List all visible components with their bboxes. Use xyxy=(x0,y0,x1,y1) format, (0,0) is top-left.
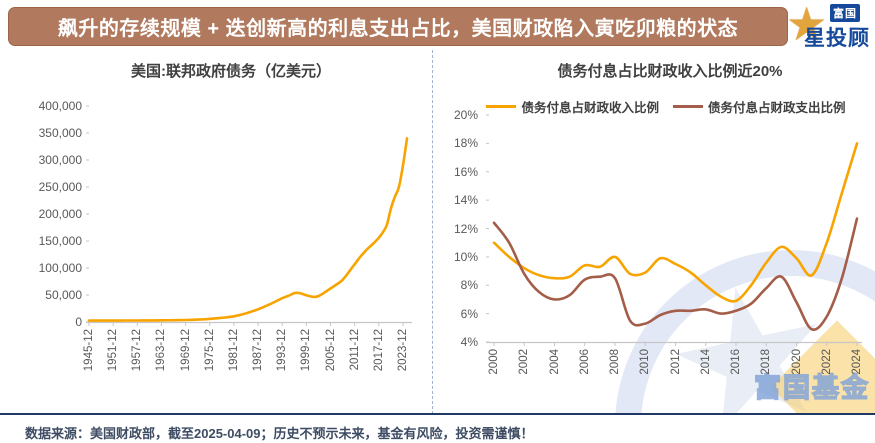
left-chart-title: 美国:联邦政府债务（亿美元） xyxy=(131,63,331,80)
legend-label-outlay: 债务付息占财政支出比例 xyxy=(708,101,846,115)
legend-item-income: 债务付息占财政收入比例 xyxy=(486,97,659,116)
brand-logo: ★ 富国 星投顾 xyxy=(786,0,872,53)
legend-item-outlay: 债务付息占财政支出比例 xyxy=(673,97,846,116)
legend-swatch-income xyxy=(486,105,517,108)
right-chart-legend: 债务付息占财政收入比例 债务付息占财政支出比例 xyxy=(470,97,862,116)
legend-label-income: 债务付息占财政收入比例 xyxy=(521,101,659,115)
line-series-1-0 xyxy=(492,142,859,303)
line-series-1-1 xyxy=(492,217,859,331)
footer-rule xyxy=(0,413,875,415)
line-series-0-0 xyxy=(87,137,409,322)
source-note: 数据来源：美国财政部，截至2025-04-09；历史不预示未来，基金有风险，投资… xyxy=(25,426,534,441)
watermark-text: 富国基金 xyxy=(753,372,870,403)
brand-name: 星投顾 xyxy=(804,27,870,50)
title-banner: 飙升的存续规模 + 迭创新高的利息支出占比，美国财政陷入寅吃卯粮的状态 xyxy=(8,7,788,46)
banner-title: 飙升的存续规模 + 迭创新高的利息支出占比，美国财政陷入寅吃卯粮的状态 xyxy=(57,18,739,40)
brand-badge: 富国 xyxy=(830,4,860,22)
star-icon: ★ xyxy=(786,0,828,50)
panel-divider xyxy=(432,50,433,414)
right-chart-title: 债务付息占比财政收入比例近20% xyxy=(557,63,783,80)
legend-swatch-outlay xyxy=(673,105,703,108)
watermark: 富国基金 xyxy=(598,228,875,414)
